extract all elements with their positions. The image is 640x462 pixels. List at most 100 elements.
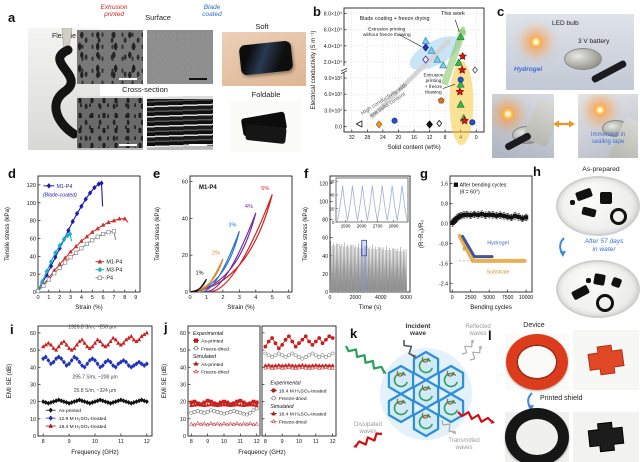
soft-photo (222, 32, 306, 86)
svg-text:1.6: 1.6 (441, 181, 448, 187)
svg-text:11: 11 (118, 439, 124, 445)
svg-text:9: 9 (134, 295, 137, 301)
device-label: Device (523, 322, 545, 329)
svg-text:100: 100 (27, 201, 36, 207)
panel-h-letter: h (533, 164, 541, 179)
svg-text:(R−R₀)/R₀: (R−R₀)/R₀ (418, 220, 425, 248)
svg-text:6: 6 (102, 295, 105, 301)
svg-text:8: 8 (190, 439, 193, 445)
svg-text:0: 0 (451, 295, 454, 301)
hydrogel-ring (596, 294, 614, 312)
svg-text:0: 0 (475, 135, 478, 141)
svg-text:3: 3 (238, 295, 241, 301)
svg-text:Tensile stress (kPa): Tensile stress (kPa) (4, 207, 11, 261)
petri-dish-after (556, 260, 640, 318)
svg-text:Tensile stress (kPa): Tensile stress (kPa) (154, 207, 161, 261)
svg-text:32: 32 (349, 135, 355, 141)
flexible-ribbon-drawing (51, 28, 79, 139)
foldable-photo (230, 100, 302, 152)
led-test-photo-before (492, 94, 554, 158)
svg-text:11: 11 (238, 439, 244, 445)
panel-f-letter: f (304, 166, 309, 181)
svg-text:Experimental: Experimental (270, 381, 301, 387)
hydrogel-piece (570, 284, 591, 301)
svg-text:-1.6: -1.6 (439, 261, 448, 267)
svg-text:4: 4 (254, 295, 257, 301)
svg-text:Tensile stress (kPa): Tensile stress (kPa) (302, 207, 309, 261)
svg-text:10: 10 (296, 439, 302, 445)
svg-text:60: 60 (322, 236, 328, 242)
svg-text:20: 20 (180, 400, 186, 406)
svg-text:2000: 2000 (350, 295, 362, 301)
svg-text:Hydrogel: Hydrogel (487, 241, 509, 247)
svg-text:20: 20 (182, 253, 188, 259)
svg-text:2800: 2800 (389, 224, 399, 229)
svg-text:11: 11 (313, 439, 319, 445)
svg-text:80: 80 (322, 218, 328, 224)
svg-text:Frequency (GHz): Frequency (GHz) (238, 449, 285, 456)
svg-text:60: 60 (180, 331, 186, 337)
svg-text:24: 24 (380, 135, 386, 141)
svg-text:0: 0 (33, 290, 36, 296)
soft-label: Soft (255, 22, 269, 31)
black-ring-shield (505, 408, 569, 462)
svg-text:8: 8 (123, 295, 126, 301)
led-test-photo-after: Immersion in sealing tape (578, 94, 638, 158)
svg-text:0: 0 (332, 220, 335, 225)
svg-text:2.0×10⁴: 2.0×10⁴ (324, 60, 342, 66)
svg-text:0.8: 0.8 (441, 201, 448, 207)
shielding-mechanism-schematic: Incident wave Reflected waves Dissipated wave… (345, 323, 495, 451)
svg-text:0: 0 (33, 434, 36, 440)
panel-k-letter: k (350, 326, 358, 341)
svg-text:2700: 2700 (373, 224, 383, 229)
svg-text:8.0×10⁴: 8.0×10⁴ (324, 12, 342, 18)
coin-battery (564, 48, 602, 70)
hydrogel-film (238, 40, 294, 76)
svg-text:30: 30 (30, 382, 36, 388)
panel-i-letter: i (10, 322, 14, 337)
svg-text:0: 0 (329, 295, 332, 301)
panel-a-letter: a (8, 10, 16, 25)
svg-text:3%: 3% (228, 223, 236, 229)
svg-text:12: 12 (330, 439, 336, 445)
svg-text:4.0×10⁴: 4.0×10⁴ (324, 44, 342, 50)
led-circuit-photo: LED bulb 3 V battery Hydrogel (506, 14, 634, 90)
sem-extrusion-surface (77, 30, 143, 84)
led-glow (500, 106, 516, 122)
hydrogel-label: Hydrogel (514, 66, 543, 73)
panel-b-letter: b (313, 4, 321, 19)
svg-text:20: 20 (30, 272, 36, 278)
svg-text:8: 8 (444, 135, 447, 141)
surface-header: Surface (145, 13, 171, 22)
battery-label: 3 V battery (578, 38, 610, 45)
svg-text:As-printed: As-printed (201, 362, 224, 368)
chart-bending-cycles: 0 2500 5000 7500 10000 1.6 0.8 0.0 -0.8 -1.6 -2.4 (… (418, 175, 533, 311)
svg-text:50: 50 (180, 348, 186, 354)
red-ring-device (506, 334, 568, 390)
svg-text:Time (s): Time (s) (359, 304, 381, 311)
hydrogel-piece (574, 187, 594, 202)
scale-bar (189, 144, 207, 146)
hydrogel-piece (600, 192, 612, 204)
svg-text:0: 0 (185, 290, 188, 296)
svg-text:18.4 M H₂SO₄-treated: 18.4 M H₂SO₄-treated (279, 412, 327, 418)
svg-text:M3-P4: M3-P4 (106, 268, 122, 274)
led-glow (592, 102, 608, 118)
led-bulb-label: LED bulb (552, 20, 579, 27)
svg-text:40: 40 (30, 254, 36, 260)
led-glow (528, 34, 544, 50)
svg-text:40: 40 (30, 365, 36, 371)
svg-text:2600: 2600 (357, 224, 367, 229)
svg-text:20: 20 (322, 272, 328, 278)
svg-text:0.0: 0.0 (441, 221, 448, 227)
svg-text:12: 12 (427, 135, 433, 141)
svg-text:60: 60 (182, 180, 188, 186)
folded-film-part (245, 123, 287, 145)
svg-text:10: 10 (221, 439, 227, 445)
svg-text:Solid content (wt%): Solid content (wt%) (387, 144, 440, 151)
svg-text:5: 5 (271, 295, 274, 301)
svg-text:5: 5 (91, 295, 94, 301)
svg-text:M1-P4: M1-P4 (199, 185, 217, 191)
